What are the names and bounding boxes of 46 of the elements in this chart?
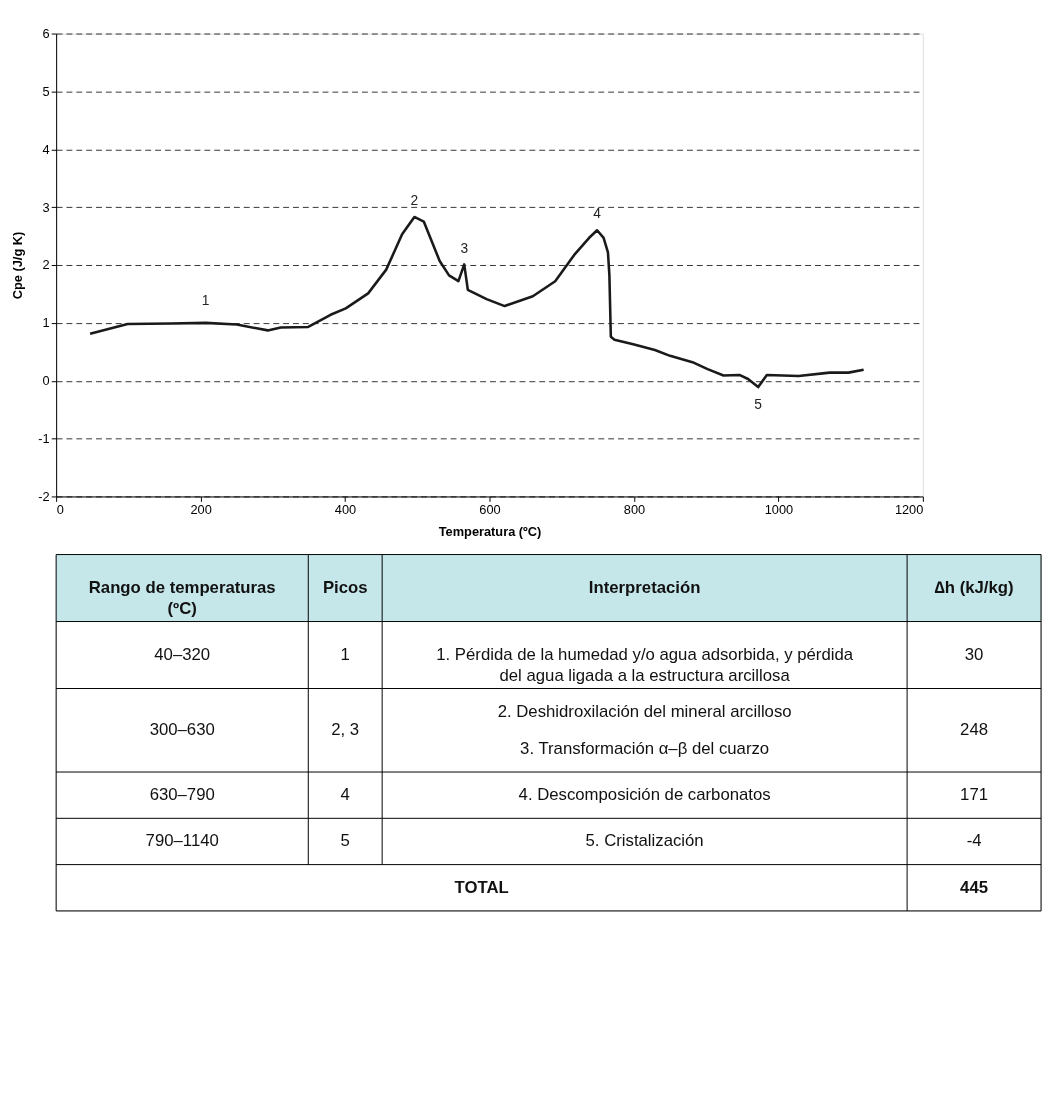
text: 248	[960, 720, 989, 740]
y-tick-label: 1	[42, 315, 50, 331]
annotation: 2	[410, 193, 419, 209]
text: 790–1140	[145, 831, 219, 851]
y-tick-label: -2	[38, 488, 50, 504]
annotation: 4	[593, 206, 602, 222]
x-tick-label: 0	[56, 501, 64, 517]
text: 5. Cristalización	[585, 831, 704, 851]
y-tick-label: 4	[42, 141, 50, 157]
category-label: Interpretación	[588, 577, 701, 597]
annotation: 3	[460, 240, 469, 256]
text: 5	[340, 831, 350, 851]
y-tick-label: 6	[42, 25, 50, 41]
text: TOTAL	[454, 877, 509, 897]
text: 300–630	[149, 720, 215, 740]
x-tick-label: 200	[190, 501, 212, 517]
category-label: Picos	[322, 577, 368, 597]
text: 2, 3	[331, 720, 360, 740]
y-tick-label: 5	[42, 83, 50, 99]
text: 30	[964, 644, 984, 664]
x-tick-label: 600	[479, 501, 501, 517]
text: 630–790	[149, 785, 215, 805]
x-tick-label: 400	[334, 501, 357, 517]
text: 4. Descomposición de carbonatos	[518, 785, 771, 805]
category-label: Rango de temperaturas (ºC)	[88, 577, 276, 618]
text: 171	[960, 785, 989, 805]
x-tick-label: 1000	[764, 501, 794, 517]
text: 4	[340, 785, 350, 805]
text: 40–320	[154, 644, 211, 664]
y-tick-label: -1	[38, 431, 50, 447]
annotation: 5	[754, 396, 763, 412]
category-label: ∆h (kJ/kg)	[934, 577, 1014, 597]
text: -4	[966, 831, 982, 851]
text: 3. Transformación α–β del cuarzo	[520, 738, 770, 758]
y-axis-title: Cpe (J/g K)	[9, 231, 25, 300]
y-tick-label: 2	[42, 257, 50, 273]
y-tick-label: 0	[42, 373, 50, 389]
x-tick-label: 1200	[894, 501, 924, 517]
text: 1. Pérdida de la humedad y/o agua adsorbida, y pérdida del agua ligada a la estructura arcillosa	[436, 644, 854, 685]
x-tick-label: 800	[623, 501, 646, 517]
text: 1	[340, 644, 350, 664]
text: 2. Deshidroxilación del mineral arcilloso	[497, 701, 792, 721]
y-tick-label: 3	[42, 199, 50, 215]
text: 445	[960, 877, 989, 897]
x-axis-title: Temperatura (ºC)	[438, 524, 542, 540]
annotation: 1	[201, 293, 210, 309]
